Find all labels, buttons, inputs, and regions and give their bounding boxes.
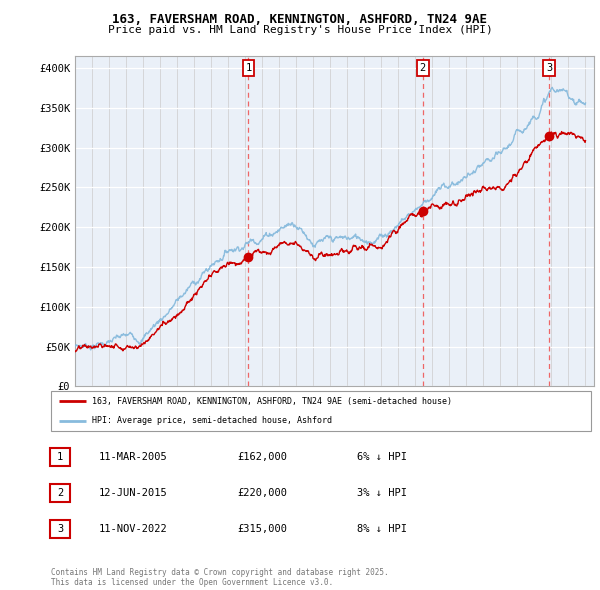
Text: 12-JUN-2015: 12-JUN-2015 (99, 488, 168, 497)
Text: £162,000: £162,000 (237, 452, 287, 461)
Text: 2: 2 (57, 489, 63, 498)
Text: 8% ↓ HPI: 8% ↓ HPI (357, 524, 407, 533)
Text: 3% ↓ HPI: 3% ↓ HPI (357, 488, 407, 497)
Text: 163, FAVERSHAM ROAD, KENNINGTON, ASHFORD, TN24 9AE: 163, FAVERSHAM ROAD, KENNINGTON, ASHFORD… (113, 13, 487, 26)
Text: 1: 1 (245, 63, 251, 73)
Text: Price paid vs. HM Land Registry's House Price Index (HPI): Price paid vs. HM Land Registry's House … (107, 25, 493, 35)
Text: Contains HM Land Registry data © Crown copyright and database right 2025.
This d: Contains HM Land Registry data © Crown c… (51, 568, 389, 587)
Text: 1: 1 (57, 453, 63, 462)
Text: 3: 3 (546, 63, 552, 73)
Text: 2: 2 (419, 63, 426, 73)
Text: 3: 3 (57, 525, 63, 534)
Text: £220,000: £220,000 (237, 488, 287, 497)
Text: HPI: Average price, semi-detached house, Ashford: HPI: Average price, semi-detached house,… (91, 416, 331, 425)
Text: 163, FAVERSHAM ROAD, KENNINGTON, ASHFORD, TN24 9AE (semi-detached house): 163, FAVERSHAM ROAD, KENNINGTON, ASHFORD… (91, 397, 452, 406)
Text: 11-NOV-2022: 11-NOV-2022 (99, 524, 168, 533)
Text: £315,000: £315,000 (237, 524, 287, 533)
Text: 11-MAR-2005: 11-MAR-2005 (99, 452, 168, 461)
Text: 6% ↓ HPI: 6% ↓ HPI (357, 452, 407, 461)
